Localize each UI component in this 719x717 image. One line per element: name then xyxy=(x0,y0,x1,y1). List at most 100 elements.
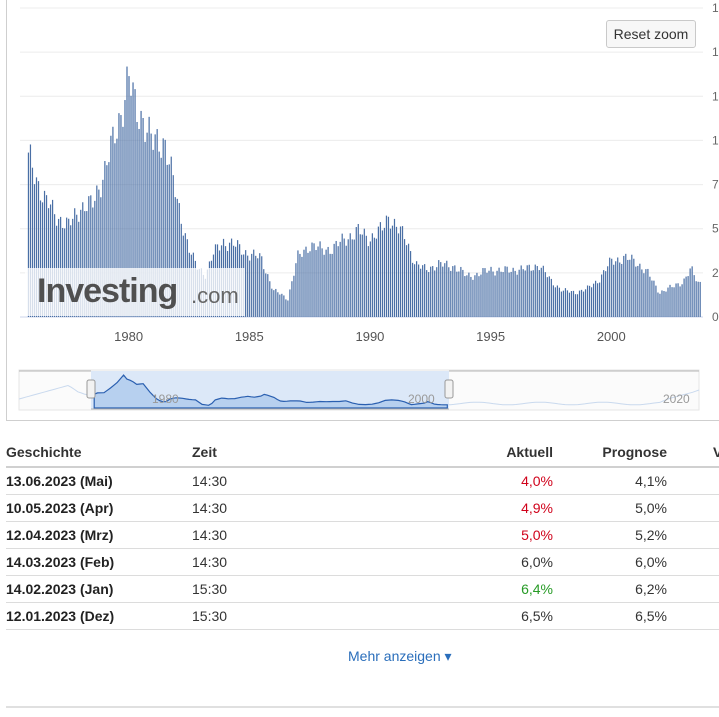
data-bar[interactable] xyxy=(166,164,168,317)
data-bar[interactable] xyxy=(403,239,406,317)
data-bar[interactable] xyxy=(697,281,699,317)
data-bar[interactable] xyxy=(635,266,637,317)
data-bar[interactable] xyxy=(554,287,556,317)
data-bar[interactable] xyxy=(293,275,295,317)
data-bar[interactable] xyxy=(35,177,38,317)
data-bar[interactable] xyxy=(568,292,571,317)
data-bar[interactable] xyxy=(643,273,645,317)
data-bar[interactable] xyxy=(411,262,414,317)
data-bar[interactable] xyxy=(325,249,327,317)
data-bar[interactable] xyxy=(663,291,665,317)
data-bar[interactable] xyxy=(305,246,307,317)
data-bar[interactable] xyxy=(138,128,140,317)
data-bar[interactable] xyxy=(265,273,267,317)
data-bar[interactable] xyxy=(176,198,178,317)
data-bar[interactable] xyxy=(590,287,593,317)
data-bar[interactable] xyxy=(627,259,629,317)
data-bar[interactable] xyxy=(399,226,402,317)
data-bar[interactable] xyxy=(341,233,343,317)
data-bar[interactable] xyxy=(474,275,476,317)
data-bar[interactable] xyxy=(124,100,126,318)
data-bar[interactable] xyxy=(645,269,647,317)
data-bar[interactable] xyxy=(361,234,363,317)
data-bar[interactable] xyxy=(582,291,585,317)
data-bar[interactable] xyxy=(691,266,693,317)
data-bar[interactable] xyxy=(502,272,504,317)
data-bar[interactable] xyxy=(345,245,347,317)
data-bar[interactable] xyxy=(94,200,96,317)
data-bar[interactable] xyxy=(367,246,369,317)
data-bar[interactable] xyxy=(397,233,400,317)
data-bar[interactable] xyxy=(142,118,144,317)
data-bar[interactable] xyxy=(162,138,164,317)
data-bar[interactable] xyxy=(426,270,428,317)
data-bar[interactable] xyxy=(160,157,162,317)
data-bar[interactable] xyxy=(140,110,142,317)
data-bar[interactable] xyxy=(43,190,46,317)
data-bar[interactable] xyxy=(448,267,450,317)
data-bar[interactable] xyxy=(647,268,649,317)
header-time[interactable]: Zeit xyxy=(192,438,392,468)
data-bar[interactable] xyxy=(631,254,633,317)
data-bar[interactable] xyxy=(621,263,623,317)
data-bar[interactable] xyxy=(178,203,180,317)
data-bar[interactable] xyxy=(464,276,466,317)
data-bar[interactable] xyxy=(72,218,74,317)
data-bar[interactable] xyxy=(609,257,611,317)
data-bar[interactable] xyxy=(679,286,681,317)
data-bar[interactable] xyxy=(420,268,422,317)
data-bar[interactable] xyxy=(657,292,659,317)
data-bar[interactable] xyxy=(307,252,309,317)
data-bar[interactable] xyxy=(496,270,498,317)
navigator-handle-left[interactable] xyxy=(86,379,96,399)
data-bar[interactable] xyxy=(285,299,287,317)
data-bar[interactable] xyxy=(379,222,382,317)
data-bar[interactable] xyxy=(363,228,365,317)
data-bar[interactable] xyxy=(655,285,657,317)
data-bar[interactable] xyxy=(255,255,257,317)
data-bar[interactable] xyxy=(247,255,249,317)
data-bar[interactable] xyxy=(90,195,92,317)
data-bar[interactable] xyxy=(349,233,351,317)
data-bar[interactable] xyxy=(524,270,526,318)
data-bar[interactable] xyxy=(560,291,563,317)
data-bar[interactable] xyxy=(669,284,671,317)
data-bar[interactable] xyxy=(395,226,398,317)
data-bar[interactable] xyxy=(311,242,313,317)
data-bar[interactable] xyxy=(381,230,384,317)
data-bar[interactable] xyxy=(84,211,86,317)
data-bar[interactable] xyxy=(100,197,102,317)
data-bar[interactable] xyxy=(480,274,482,317)
data-bar[interactable] xyxy=(675,283,677,317)
data-bar[interactable] xyxy=(108,162,110,317)
data-bar[interactable] xyxy=(53,214,56,317)
data-bar[interactable] xyxy=(413,264,416,317)
data-bar[interactable] xyxy=(468,272,470,317)
data-bar[interactable] xyxy=(544,272,546,317)
data-bar[interactable] xyxy=(693,275,695,317)
data-bar[interactable] xyxy=(357,223,359,317)
data-bar[interactable] xyxy=(588,285,591,317)
data-bar[interactable] xyxy=(586,285,589,317)
data-bar[interactable] xyxy=(92,207,94,318)
data-bar[interactable] xyxy=(546,277,548,317)
data-bar[interactable] xyxy=(51,199,54,317)
data-bar[interactable] xyxy=(297,250,299,317)
data-bar[interactable] xyxy=(132,82,134,317)
data-bar[interactable] xyxy=(76,214,78,317)
data-bar[interactable] xyxy=(540,267,542,317)
data-bar[interactable] xyxy=(484,268,486,317)
data-bar[interactable] xyxy=(446,260,448,317)
data-bar[interactable] xyxy=(584,289,587,317)
data-bar[interactable] xyxy=(259,253,261,317)
data-bar[interactable] xyxy=(681,284,683,317)
data-bar[interactable] xyxy=(106,165,108,317)
data-bar[interactable] xyxy=(317,246,319,317)
data-bar[interactable] xyxy=(601,274,603,317)
data-bar[interactable] xyxy=(251,253,253,317)
data-bar[interactable] xyxy=(422,265,424,317)
data-bar[interactable] xyxy=(605,271,607,317)
data-bar[interactable] xyxy=(126,66,128,317)
data-bar[interactable] xyxy=(263,269,265,317)
data-bar[interactable] xyxy=(508,272,510,317)
